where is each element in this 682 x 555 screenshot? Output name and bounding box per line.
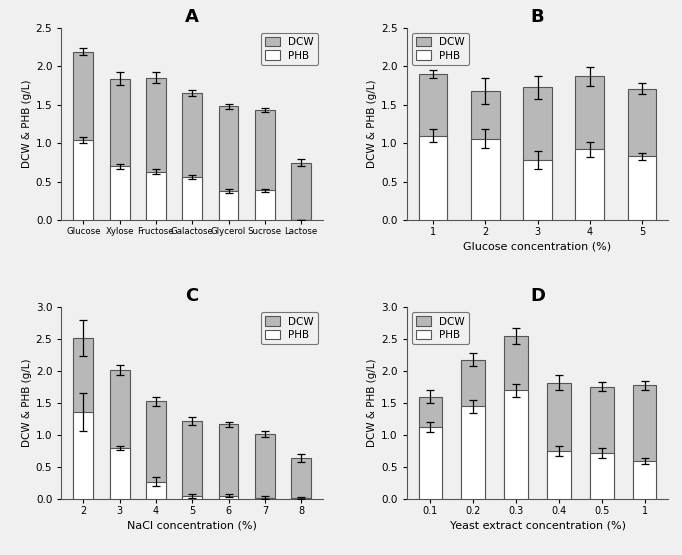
Bar (146, 78, 166, 220)
Bar (110, 370, 130, 500)
Bar (73, 140, 93, 220)
Bar (523, 87, 552, 220)
Bar (182, 93, 202, 220)
Legend: DCW, PHB: DCW, PHB (261, 33, 318, 65)
Bar (110, 166, 130, 220)
Bar (547, 383, 571, 500)
Bar (419, 427, 442, 500)
Bar (291, 163, 311, 220)
Title: D: D (530, 287, 545, 305)
Bar (291, 498, 311, 500)
Bar (576, 76, 604, 220)
Bar (471, 139, 500, 220)
Bar (182, 421, 202, 500)
Bar (633, 461, 657, 500)
Bar (218, 191, 239, 220)
Bar (419, 135, 447, 220)
Legend: DCW, PHB: DCW, PHB (412, 33, 469, 65)
Bar (146, 172, 166, 220)
X-axis label: Yeast extract concentration (%): Yeast extract concentration (%) (449, 521, 625, 531)
Bar (547, 451, 571, 500)
X-axis label: Glucose concentration (%): Glucose concentration (%) (464, 241, 612, 251)
X-axis label: NaCl concentration (%): NaCl concentration (%) (128, 521, 257, 531)
Bar (419, 74, 447, 220)
Bar (146, 401, 166, 500)
Bar (462, 406, 485, 500)
Bar (255, 110, 275, 220)
Bar (146, 482, 166, 500)
Bar (73, 412, 93, 500)
Bar (73, 338, 93, 500)
Bar (576, 149, 604, 220)
Bar (627, 157, 657, 220)
Bar (218, 496, 239, 500)
Bar (590, 386, 614, 500)
Bar (471, 91, 500, 220)
Bar (218, 425, 239, 500)
Bar (255, 434, 275, 500)
Y-axis label: DCW & PHB (g/L): DCW & PHB (g/L) (367, 80, 377, 168)
Bar (110, 448, 130, 500)
Legend: DCW, PHB: DCW, PHB (261, 312, 318, 344)
Y-axis label: DCW & PHB (g/L): DCW & PHB (g/L) (367, 359, 377, 447)
Bar (523, 160, 552, 220)
Bar (419, 397, 442, 500)
Title: B: B (531, 8, 544, 26)
Bar (218, 107, 239, 220)
Y-axis label: DCW & PHB (g/L): DCW & PHB (g/L) (22, 359, 31, 447)
Bar (182, 177, 202, 220)
Bar (255, 190, 275, 220)
Bar (291, 458, 311, 500)
Title: C: C (186, 287, 199, 305)
Y-axis label: DCW & PHB (g/L): DCW & PHB (g/L) (22, 80, 31, 168)
Bar (110, 79, 130, 220)
Bar (504, 336, 528, 500)
Title: A: A (186, 8, 199, 26)
Bar (590, 453, 614, 500)
Legend: DCW, PHB: DCW, PHB (412, 312, 469, 344)
Bar (182, 496, 202, 500)
Bar (633, 385, 657, 500)
Bar (255, 498, 275, 500)
Bar (462, 360, 485, 500)
Bar (73, 52, 93, 220)
Bar (504, 390, 528, 500)
Bar (627, 89, 657, 220)
